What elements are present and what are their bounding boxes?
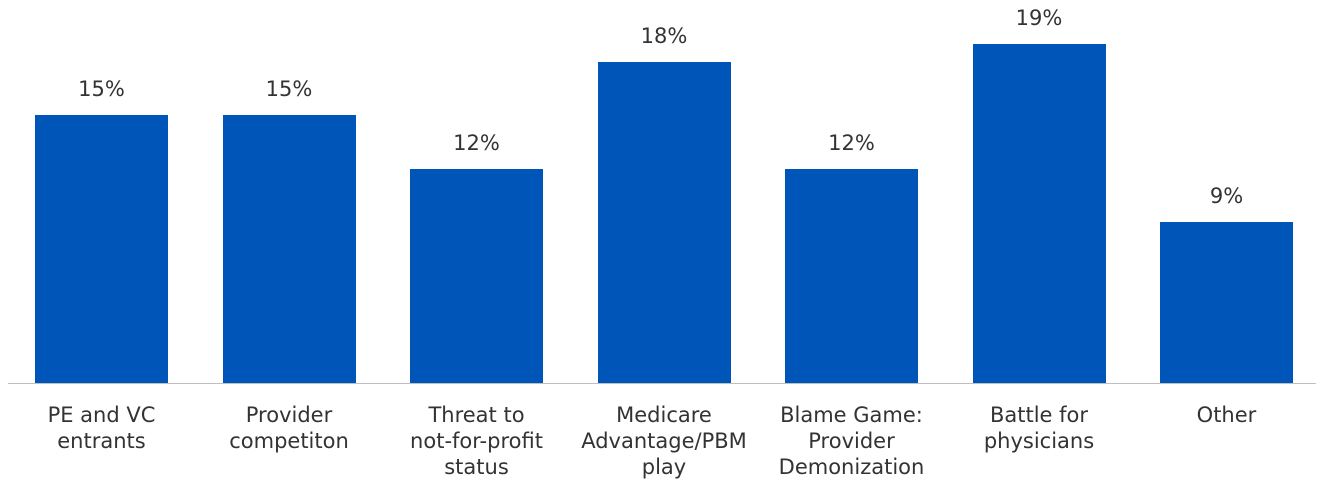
value-label: 15% (78, 77, 125, 102)
value-label: 18% (640, 23, 688, 48)
x-tick-label: Battle for physicians (983, 403, 1095, 453)
x-tick-label: Threat to not-for-profit status (410, 403, 543, 479)
bar (972, 44, 1106, 383)
value-label: 15% (265, 77, 313, 102)
bar (222, 115, 356, 383)
x-tick-label: Other (1196, 403, 1257, 427)
x-tick-label: Medicare Advantage/PBM play (581, 403, 747, 479)
x-tick-label: Blame Game: Provider Demonization (778, 403, 925, 479)
bar (597, 61, 731, 383)
value-label: 12% (453, 130, 500, 155)
bar (410, 168, 543, 383)
bar (785, 168, 918, 383)
baseline (8, 383, 1316, 384)
bar (35, 115, 168, 383)
value-label: 9% (1209, 184, 1244, 209)
x-tick-label: PE and VC entrants (47, 403, 156, 453)
bar (1160, 222, 1293, 383)
value-label: 12% (828, 130, 875, 155)
x-tick-label: Provider competiton (229, 403, 349, 453)
value-label: 19% (1015, 6, 1063, 30)
